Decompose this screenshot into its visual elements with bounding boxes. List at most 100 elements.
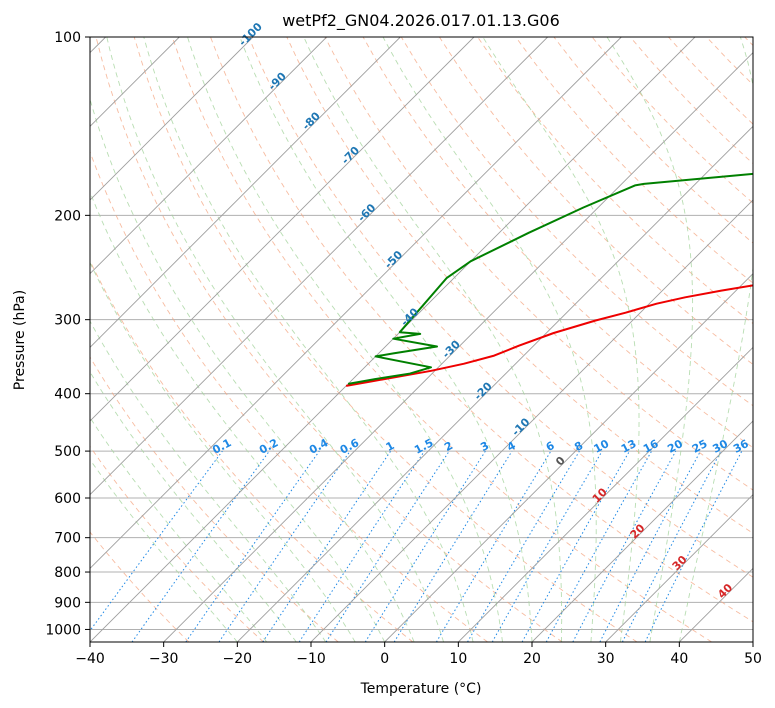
- mixing-ratio-line: [298, 450, 425, 642]
- plot-area: [90, 37, 753, 642]
- dry-adiabats: [90, 37, 753, 642]
- isotherm: [752, 641, 753, 642]
- moist-adiabat: [187, 37, 503, 642]
- x-tick-label: 30: [597, 651, 615, 667]
- moist-adiabat: [90, 190, 386, 642]
- mixing-ratio-label: 16: [641, 437, 661, 456]
- y-tick-label: 700: [54, 531, 81, 547]
- y-tick-label: 600: [54, 491, 81, 507]
- mixing-ratio-line: [545, 450, 653, 642]
- moist-adiabat: [106, 37, 445, 642]
- moist-adiabat: [90, 261, 356, 642]
- x-tick-label: −40: [75, 651, 105, 667]
- isotherm: [679, 567, 753, 642]
- y-tick-label: 200: [54, 208, 81, 224]
- dry-adiabat-label: -30: [440, 338, 463, 361]
- dry-adiabat: [515, 37, 753, 284]
- dry-adiabat: [133, 37, 638, 642]
- moist-adiabat: [606, 37, 694, 642]
- y-axis-ticks: 100 200 300 400 500 600 700 800 900 1000: [45, 30, 90, 638]
- isotherm: [90, 37, 401, 348]
- dry-adiabat: [400, 37, 753, 407]
- mixing-ratio-label: 4: [505, 439, 518, 454]
- mixing-ratio-label: 25: [690, 437, 710, 456]
- mixing-ratio-line: [262, 450, 392, 642]
- moist-adiabat-label: 10: [590, 485, 610, 505]
- x-axis-ticks: −40 −30 −20 −10 0 10 20 30 40 50: [75, 642, 762, 667]
- mixing-ratio-lines: [90, 450, 743, 642]
- pressure-gridlines: [90, 37, 753, 630]
- isotherm: [90, 37, 622, 569]
- y-tick-label: 300: [54, 313, 81, 329]
- profile-series: [345, 172, 753, 387]
- mixing-ratio-label: 8: [572, 439, 585, 454]
- chart-title: wetPf2_GN04.2026.017.01.13.G06: [282, 11, 560, 31]
- moist-adiabat: [90, 458, 238, 642]
- dry-adiabat-label: -50: [382, 248, 405, 271]
- mixing-ratio-label: 6: [544, 439, 557, 454]
- moist-adiabat: [382, 37, 597, 642]
- mixing-ratio-line: [185, 450, 320, 642]
- moist-adiabat-label: 20: [628, 521, 648, 541]
- dry-adiabat-label: -70: [339, 144, 362, 167]
- x-tick-label: −10: [296, 651, 326, 667]
- x-tick-label: 0: [380, 651, 389, 667]
- dry-adiabat: [210, 37, 753, 623]
- moist-adiabat: [482, 37, 640, 642]
- mixing-ratio-label: 10: [592, 437, 612, 456]
- mixing-ratio-label: 2: [442, 439, 455, 454]
- isotherm: [90, 37, 327, 275]
- dry-adiabat-label: -20: [472, 379, 495, 402]
- mixing-ratio-line: [393, 450, 513, 642]
- mixing-ratio-line: [572, 450, 677, 642]
- dry-adiabat: [171, 37, 712, 642]
- mixing-ratio-label: 0.1: [210, 436, 233, 457]
- moist-adiabat: [143, 37, 474, 642]
- dry-adiabat-label: -100: [236, 20, 265, 49]
- isotherm: [163, 52, 753, 642]
- moist-adiabats: [90, 37, 753, 642]
- y-tick-label: 100: [54, 30, 81, 46]
- x-tick-label: 40: [670, 651, 688, 667]
- isotherm: [310, 199, 753, 642]
- isotherm: [237, 125, 753, 642]
- mixing-ratio-line: [644, 450, 743, 642]
- dry-adiabat-label: -80: [300, 109, 323, 132]
- dry-adiabat: [90, 445, 264, 642]
- mixing-ratio-line: [521, 450, 630, 642]
- y-axis-label: Pressure (hPa): [12, 290, 28, 390]
- mixing-ratio-line: [325, 450, 450, 642]
- isotherm: [90, 37, 254, 201]
- mixing-ratio-label: 30: [710, 437, 730, 456]
- y-tick-label: 400: [54, 387, 81, 403]
- dry-adiabat-label: -90: [266, 70, 289, 93]
- isotherms: [90, 37, 753, 642]
- x-tick-label: 50: [744, 651, 762, 667]
- y-tick-label: 900: [54, 595, 81, 611]
- y-tick-label: 800: [54, 565, 81, 581]
- mixing-ratio-line: [435, 450, 552, 642]
- isotherm: [458, 346, 753, 642]
- x-axis-label: Temperature (°C): [360, 681, 482, 697]
- temperature-profile-line: [345, 284, 753, 387]
- moist-adiabat: [90, 416, 268, 642]
- x-tick-label: −30: [149, 651, 179, 667]
- mixing-ratio-line: [467, 450, 580, 642]
- moist-adiabat: [239, 37, 533, 642]
- dry-adiabat: [248, 37, 753, 578]
- mixing-ratio-label: 0.6: [338, 436, 362, 457]
- dry-adiabat: [668, 37, 753, 125]
- isotherm: [90, 37, 475, 422]
- mixing-ratio-label: 36: [731, 437, 751, 456]
- dry-adiabat: [591, 37, 753, 204]
- isotherm: [90, 37, 696, 642]
- dry-adiabat: [95, 37, 563, 642]
- dry-adiabat: [439, 37, 753, 365]
- mixing-ratio-line: [218, 450, 351, 642]
- mixing-ratio-label: 13: [619, 437, 639, 456]
- isotherm: [605, 494, 753, 642]
- y-tick-label: 500: [54, 444, 81, 460]
- isotherm: [531, 420, 753, 642]
- moist-adiabat: [303, 37, 563, 642]
- dewpoint-profile-line: [347, 172, 753, 385]
